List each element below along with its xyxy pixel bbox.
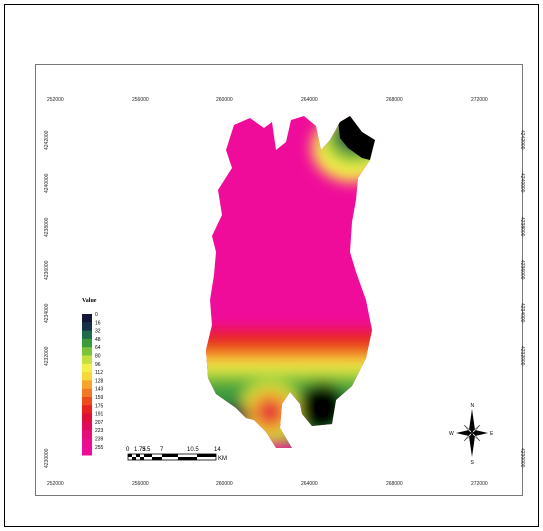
y-tick-right: 4240000 — [519, 173, 525, 193]
y-tick-left: 4240000 — [44, 173, 50, 193]
scale-label: 10.5 — [187, 447, 199, 453]
y-tick-right: 4242000 — [519, 130, 525, 150]
compass-n: N — [471, 403, 475, 409]
x-tick-labels-top: 252000 256000 260000 264000 268000 272000 — [47, 97, 488, 103]
legend-label: 175 — [95, 403, 104, 409]
legend-label: 80 — [95, 354, 101, 360]
x-tick-top: 264000 — [301, 97, 318, 103]
legend-colorbar — [82, 314, 92, 456]
x-tick-bottom: 260000 — [216, 481, 233, 487]
legend-swatch — [82, 363, 92, 373]
y-tick-right: 4232000 — [519, 346, 525, 366]
scale-label: 14 — [214, 447, 221, 453]
x-tick-top: 272000 — [471, 97, 488, 103]
scale-label: 0 — [126, 447, 130, 453]
legend-label: 159 — [95, 395, 104, 401]
y-tick-left: 4232000 — [44, 346, 50, 366]
x-tick-top: 256000 — [132, 97, 149, 103]
legend-swatch — [82, 421, 92, 431]
legend-label: 96 — [95, 362, 101, 368]
scale-label: 1.75 — [134, 447, 146, 453]
y-tick-right: 4230000 — [519, 448, 525, 468]
scale-labels: 0 1.753.5 7 10.5 14 — [126, 447, 221, 453]
scale-label: 7 — [160, 447, 164, 453]
legend-swatch — [82, 380, 92, 390]
legend: Value 0 16 32 48 64 80 96 112 128 143 159 175 191 207… — [82, 298, 104, 456]
legend-swatch — [82, 338, 92, 348]
scale-label: 3.5 — [142, 447, 151, 453]
legend-swatch — [82, 413, 92, 423]
legend-swatch — [82, 355, 92, 365]
legend-label: 16 — [95, 320, 101, 326]
north-arrow: N S E W — [449, 403, 494, 466]
x-tick-labels-bottom: 252000 256000 260000 264000 268000 272000 — [47, 481, 488, 487]
legend-swatch — [82, 405, 92, 414]
legend-label: 128 — [95, 378, 104, 384]
legend-swatch — [82, 446, 92, 456]
y-tick-left: 4238000 — [44, 217, 50, 237]
legend-label: 64 — [95, 345, 101, 351]
legend-swatch — [82, 314, 92, 323]
y-tick-labels-right: 4242000 4240000 4238000 4236000 4234000 42320… — [519, 130, 525, 468]
interpolated-surface — [206, 116, 375, 448]
legend-title: Value — [82, 298, 97, 304]
legend-swatch — [82, 430, 92, 439]
x-tick-bottom: 272000 — [471, 481, 488, 487]
legend-label: 0 — [95, 312, 98, 318]
legend-label: 191 — [95, 412, 104, 418]
legend-swatch — [82, 388, 92, 398]
x-tick-bottom: 256000 — [132, 481, 149, 487]
legend-label: 255 — [95, 445, 104, 451]
compass-e: E — [490, 431, 494, 437]
y-tick-right: 4234000 — [519, 303, 525, 323]
y-tick-right: 4238000 — [519, 217, 525, 237]
legend-label: 223 — [95, 428, 104, 434]
legend-swatch — [82, 372, 92, 381]
x-tick-bottom: 268000 — [386, 481, 403, 487]
compass-north-point — [469, 409, 475, 433]
x-tick-bottom: 252000 — [47, 481, 64, 487]
legend-swatch — [82, 438, 92, 448]
compass-w: W — [449, 431, 454, 437]
y-tick-left: 4236000 — [44, 260, 50, 280]
y-tick-left: 4230000 — [44, 448, 50, 468]
legend-label: 32 — [95, 329, 101, 335]
legend-swatch — [82, 330, 92, 340]
x-tick-top: 260000 — [216, 97, 233, 103]
y-tick-left: 4234000 — [44, 303, 50, 323]
y-tick-labels-left: 4242000 4240000 4238000 4236000 4234000 42320… — [44, 130, 50, 468]
y-tick-right: 4236000 — [519, 260, 525, 280]
legend-label: 143 — [95, 387, 104, 393]
legend-label: 48 — [95, 337, 101, 343]
outer-border — [4, 4, 539, 527]
legend-label: 239 — [95, 437, 104, 443]
legend-swatch — [82, 347, 92, 356]
x-tick-top: 252000 — [47, 97, 64, 103]
legend-swatch — [82, 322, 92, 331]
legend-swatch — [82, 397, 92, 406]
y-tick-left: 4242000 — [44, 130, 50, 150]
scale-unit: KM — [218, 456, 227, 462]
scale-bar: 0 1.753.5 7 10.5 14 KM — [126, 447, 227, 462]
compass-s: S — [471, 460, 475, 466]
legend-labels: 0 16 32 48 64 80 96 112 128 143 159 175 191 207 223 239… — [95, 312, 104, 451]
legend-label: 112 — [95, 370, 103, 376]
x-tick-top: 268000 — [386, 97, 403, 103]
legend-label: 207 — [95, 420, 104, 426]
x-tick-bottom: 264000 — [301, 481, 318, 487]
